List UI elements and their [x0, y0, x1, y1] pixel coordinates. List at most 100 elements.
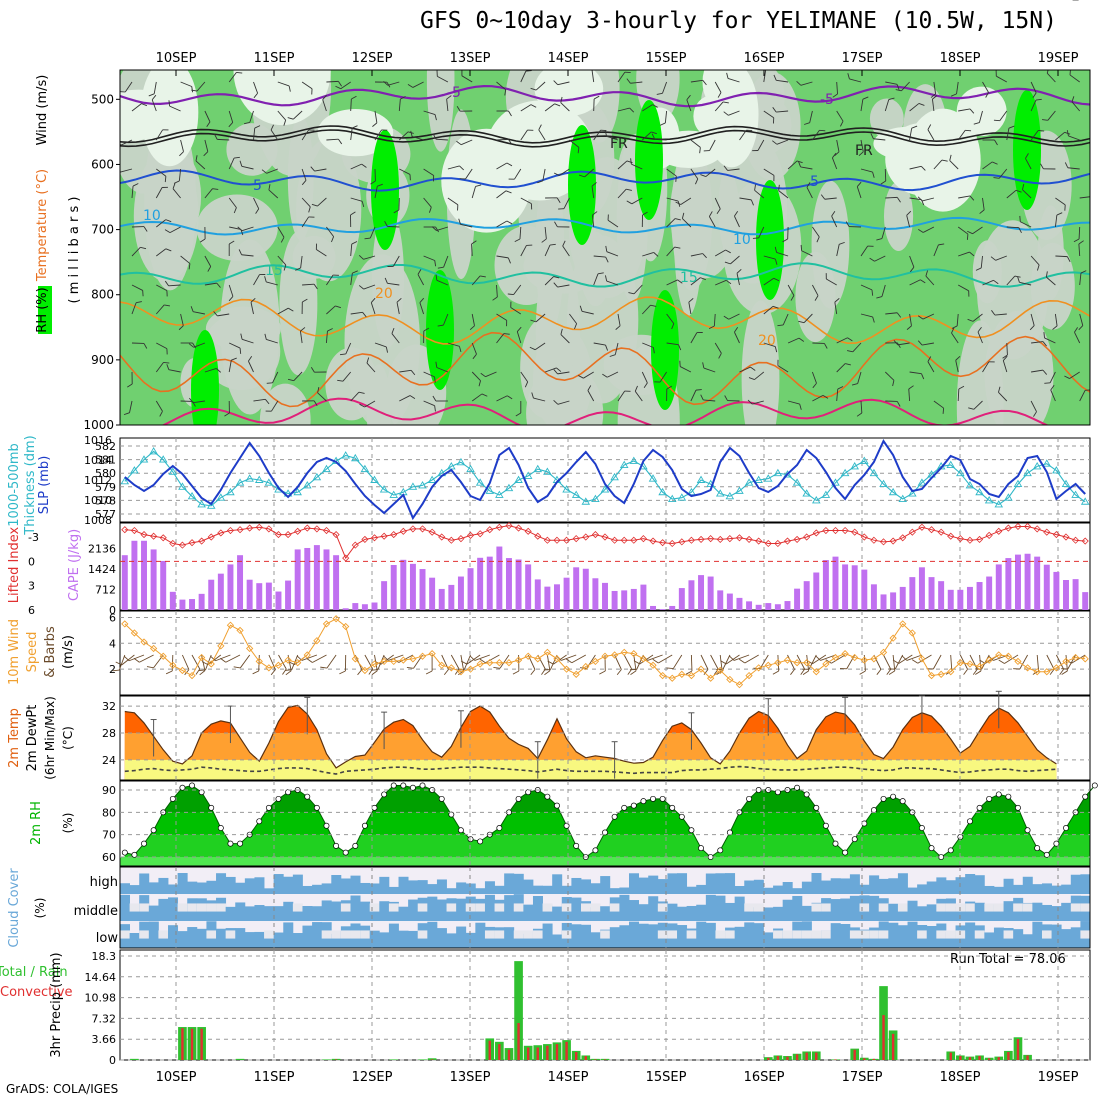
cloud-cell [888, 878, 899, 894]
wind-barb [456, 106, 473, 112]
barb-staff [301, 654, 318, 661]
cloud-cell [696, 884, 707, 894]
wind-barb [244, 110, 254, 125]
cloud-gap [216, 903, 227, 912]
barb-flag [985, 92, 989, 98]
barb-flag [1043, 332, 1045, 338]
wind-barb [496, 162, 513, 170]
cloud-cell [360, 882, 371, 894]
wind-barb [520, 104, 537, 112]
barb-flag [270, 669, 276, 676]
wind-barb-10m [710, 654, 719, 675]
cape-bar [544, 586, 551, 610]
barb-staff [544, 367, 557, 373]
barb-flag [1013, 668, 1020, 670]
barb-flag [506, 220, 513, 225]
barb-flag [140, 246, 147, 250]
barb-staff [1074, 332, 1081, 344]
precip-convective-bar [430, 1059, 434, 1060]
barb-flag [435, 226, 439, 233]
cloud-cell [715, 895, 726, 921]
barb-staff [1036, 654, 1040, 671]
thickness-point [235, 478, 245, 486]
wind-barb [708, 211, 716, 228]
barb-staff [191, 654, 201, 670]
wind-barb [591, 70, 597, 83]
barb-flag [832, 93, 838, 98]
rh-point [698, 845, 704, 852]
cloud-cell [504, 895, 515, 921]
barb-staff [958, 251, 970, 257]
precip-tick-label: 7.32 [92, 1012, 117, 1025]
cloud-cell [244, 878, 255, 894]
contour-label: 10 [733, 232, 751, 248]
precip-convective-bar [882, 1015, 885, 1060]
wind-barb [372, 110, 378, 127]
barb-flag [932, 95, 938, 100]
barb-flag [1092, 196, 1096, 201]
barb-flag [774, 246, 778, 253]
lifted-index-point [409, 525, 417, 533]
precip-convective-bar [190, 1028, 194, 1060]
cloud-gap [955, 903, 966, 912]
barb-flag [592, 211, 598, 216]
cloud-cell [494, 885, 505, 894]
thickness-point [178, 482, 187, 490]
cape-tick-label: 2136 [88, 542, 116, 555]
barb-flag [951, 327, 955, 334]
barb-flag [950, 93, 957, 97]
pressure-tick-label: 600 [91, 157, 114, 171]
wind-barb [1055, 197, 1066, 211]
wind-speed-point [831, 653, 840, 662]
rh-saturated-column [635, 100, 663, 220]
barb-staff [982, 161, 993, 170]
wind-barb [496, 255, 511, 264]
barb-flag [911, 659, 919, 664]
barb-flag [475, 184, 482, 187]
lifted-index-point [937, 528, 945, 536]
contour-label: FR [610, 136, 628, 152]
wind-barb [277, 226, 285, 243]
barb-flag [357, 669, 363, 676]
wind-barb [431, 226, 449, 231]
barb-staff [763, 305, 774, 315]
barb-flag [1042, 341, 1047, 347]
barb-staff [180, 139, 184, 152]
contour-label: -5 [447, 85, 461, 101]
barb-staff [820, 654, 836, 661]
barb-flag [166, 348, 168, 355]
cloud-layer-label: high [90, 875, 118, 890]
barb-staff [229, 342, 241, 349]
barb-staff [1022, 189, 1032, 199]
rh-dry-area [366, 364, 391, 425]
barb-staff [496, 190, 507, 199]
barb-flag [1078, 240, 1084, 245]
wind-speed-point [764, 661, 772, 669]
wind-speed-point [918, 655, 926, 663]
barb-flag [366, 357, 370, 364]
barb-staff [496, 333, 505, 344]
cloud-gap [657, 903, 668, 912]
cloud-gap [993, 903, 1004, 912]
barb-flag [615, 325, 621, 330]
rh-saturated-column [568, 125, 596, 245]
rh-saturated-column [651, 290, 679, 410]
wind-barb [538, 124, 546, 141]
barb-staff [542, 168, 546, 181]
rh-point [669, 804, 676, 811]
wind-speed-point [390, 657, 398, 666]
wind-barb [423, 400, 436, 412]
wind-barb [681, 212, 692, 228]
barb-flag [163, 361, 170, 364]
barb-flag [361, 163, 367, 168]
barb-staff [950, 654, 953, 671]
wind-barb [164, 226, 181, 234]
barb-staff [423, 255, 435, 261]
barb-staff [215, 654, 231, 662]
barb-flag [896, 312, 902, 318]
wind-barb [617, 390, 631, 402]
wind-barb [630, 158, 643, 170]
cloud-cell [542, 885, 553, 894]
cloud-cell [580, 924, 591, 948]
cloud-gap [542, 903, 553, 912]
